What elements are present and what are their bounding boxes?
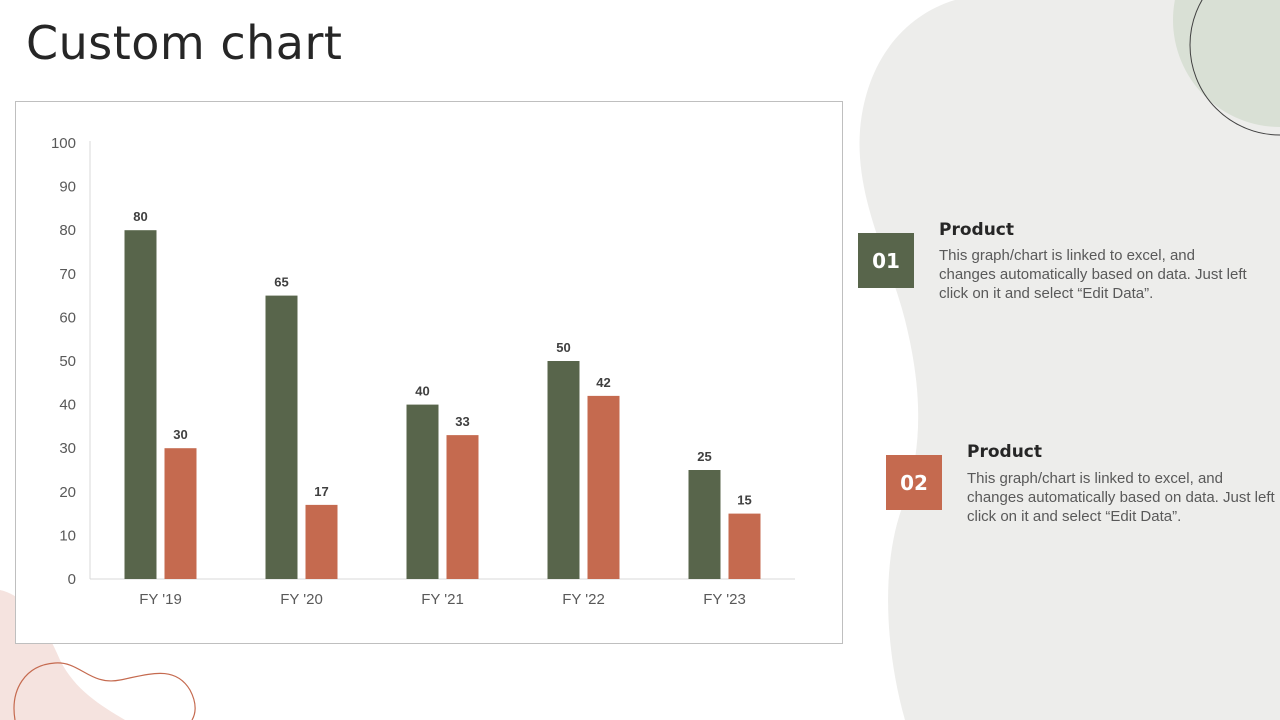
bar-series-1 [124, 230, 157, 579]
y-tick-label: 30 [59, 440, 76, 457]
data-label: 42 [596, 375, 610, 390]
data-label: 50 [556, 340, 570, 355]
data-label: 17 [314, 484, 328, 499]
bar-chart: 0 10 20 30 40 50 60 70 80 90 100 80 30 FY '19 65 17 FY '… [51, 135, 795, 608]
data-label: 15 [737, 493, 751, 508]
y-tick-label: 80 [59, 222, 76, 239]
y-tick-label: 60 [59, 309, 76, 326]
x-tick-label: FY '21 [421, 591, 464, 608]
bar-series-1 [547, 361, 580, 579]
bar-series-2 [728, 513, 761, 579]
info-title-02: Product [967, 442, 1042, 462]
badge-02: 02 [886, 455, 942, 510]
y-tick-label: 20 [59, 484, 76, 501]
orange-outline-shape [13, 662, 196, 720]
x-tick-label: FY '23 [703, 591, 746, 608]
data-label: 30 [173, 427, 187, 442]
chart-container[interactable]: 0 10 20 30 40 50 60 70 80 90 100 80 30 FY '19 65 17 FY '… [15, 101, 843, 644]
gray-blob-shape [859, 0, 1280, 720]
bar-series-1 [688, 470, 721, 579]
bar-series-2 [587, 395, 620, 579]
y-tick-label: 100 [51, 135, 76, 152]
thin-circle-outline [1189, 0, 1280, 136]
data-label: 80 [133, 209, 147, 224]
info-text-02: This graph/chart is linked to excel, and… [967, 470, 1275, 525]
info-text-01: This graph/chart is linked to excel, and… [939, 247, 1247, 302]
bar-series-1 [406, 404, 439, 579]
page-title: Custom chart [26, 16, 343, 70]
data-label: 40 [415, 384, 429, 399]
bar-series-2 [164, 448, 197, 579]
badge-01: 01 [858, 233, 914, 288]
bar-series-2 [305, 504, 338, 579]
bar-series-2 [446, 435, 479, 579]
y-tick-label: 70 [59, 266, 76, 283]
y-tick-label: 0 [68, 571, 76, 588]
x-tick-label: FY '20 [280, 591, 323, 608]
y-tick-label: 90 [59, 179, 76, 196]
data-label: 33 [455, 414, 469, 429]
info-title-01: Product [939, 220, 1014, 240]
x-tick-label: FY '19 [139, 591, 182, 608]
y-tick-label: 40 [59, 397, 76, 414]
data-label: 65 [274, 275, 288, 290]
data-label: 25 [697, 449, 711, 464]
y-tick-label: 50 [59, 353, 76, 370]
y-tick-label: 10 [59, 527, 76, 544]
x-tick-label: FY '22 [562, 591, 605, 608]
bar-series-1 [265, 295, 298, 579]
green-circle-shape [1173, 0, 1280, 127]
